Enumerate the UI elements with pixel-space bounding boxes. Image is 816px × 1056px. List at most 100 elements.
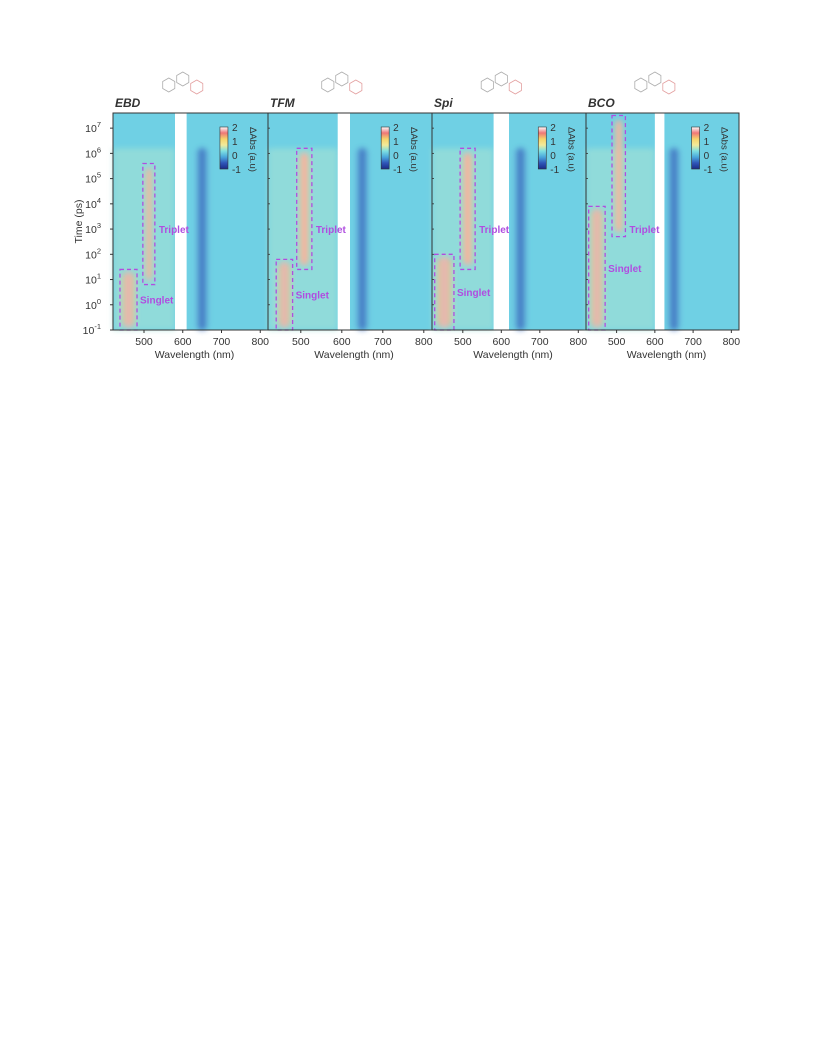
y-tick-label: 104 [85,196,101,211]
y-tick-exponent: 5 [97,171,101,180]
singlet-signal [121,271,136,328]
ring-shape [321,77,335,93]
triplet-label: Triplet [159,225,190,236]
ring-shape [190,79,204,95]
x-tick-label: 600 [646,336,664,348]
triplet-box [459,147,476,271]
ring-shape [494,71,508,87]
bleach-signal [667,148,680,330]
x-axis-label: Wavelength (nm) [314,349,394,361]
singlet-signal [278,261,291,328]
panel-title: Spi [434,96,453,110]
y-tick-exponent: 0 [97,297,101,306]
y-tick-label: 105 [85,171,101,186]
colorbar [691,126,700,170]
y-tick-label: 101 [85,272,101,287]
colorbar-tick-label: 1 [393,137,399,148]
colorbar-tick-label: 2 [393,123,399,134]
x-tick-label: 500 [608,336,626,348]
x-tick-label: 500 [292,336,310,348]
triplet-label: Triplet [316,225,347,236]
x-tick-label: 500 [454,336,472,348]
molecule-structure-icon [321,71,363,95]
bleach-signal [514,148,527,330]
y-tick-exponent: 2 [97,246,101,255]
y-tick-exponent: 6 [97,145,101,154]
panel-tfm: Singlet Triplet TFM 500 600 700 800 Wavelength … [267,71,433,361]
colorbar [219,126,229,170]
x-tick-label: 800 [723,336,741,348]
colorbar-tick-label: 0 [704,151,710,162]
y-tick-label: 100 [85,297,101,312]
singlet-signal [436,256,452,328]
singlet-box [434,253,455,331]
colorbar-label: ΔAbs (a.u) [408,127,419,172]
molecule-structure-icon [634,71,676,95]
spectral-gap [337,113,350,330]
colorbar-tick-label: 2 [232,123,238,134]
x-axis-label: Wavelength (nm) [155,349,235,361]
molecule-structure-icon [480,71,522,95]
x-tick-label: 700 [374,336,392,348]
ring-shape [508,79,522,95]
spectral-gap [175,113,187,330]
bleach-signal [356,148,369,330]
x-tick-label: 700 [531,336,549,348]
colorbar-tick-label: 0 [232,151,238,162]
triplet-signal [145,167,152,281]
triplet-box [611,114,627,238]
singlet-label: Singlet [140,296,174,307]
panel-spi: Singlet Triplet Spi 500 600 700 800 Wavelength … [431,71,588,361]
ring-shape [648,71,662,87]
x-tick-label: 800 [415,336,433,348]
x-tick-label: 700 [684,336,702,348]
ring-shape [176,71,190,87]
singlet-signal [590,208,604,328]
colorbar-tick-label: -1 [393,165,402,176]
y-tick-exponent: 4 [97,196,101,205]
x-tick-label: 800 [570,336,588,348]
x-tick-label: 800 [251,336,269,348]
colorbar-label: ΔAbs (a.u) [565,127,576,172]
ring-shape [634,77,648,93]
colorbar-tick-label: 0 [550,151,556,162]
y-tick-exponent: 1 [97,272,101,281]
ring-shape [480,77,494,93]
colorbar-tick-label: 1 [550,137,556,148]
x-tick-label: 600 [333,336,351,348]
y-tick-exponent: 7 [97,120,101,129]
colorbar-tick-label: -1 [704,165,713,176]
spectral-gap [493,113,509,330]
colorbar-label: ΔAbs (a.u) [247,127,258,172]
colorbar-tick-label: -1 [550,165,559,176]
singlet-label: Singlet [296,291,330,302]
y-tick-label: 106 [85,145,101,160]
triplet-label: Triplet [479,225,510,236]
panel-title: BCO [588,96,615,110]
singlet-label: Singlet [608,264,642,275]
singlet-box [275,258,294,331]
ring-shape [335,71,349,87]
y-tick-label: 10-1 [83,322,101,337]
triplet-signal [299,152,309,266]
x-tick-label: 700 [213,336,231,348]
molecule-structure-icon [162,71,204,95]
y-tick-exponent: 3 [97,221,101,230]
x-tick-label: 500 [135,336,153,348]
panel-title: EBD [115,96,141,110]
triplet-signal [463,152,473,266]
y-tick-label: 107 [85,120,101,135]
x-tick-label: 600 [493,336,511,348]
colorbar [537,126,547,170]
colorbar-tick-label: 2 [704,123,710,134]
spectral-gap [654,113,665,330]
ring-shape [349,79,363,95]
y-tick-label: 102 [85,246,101,261]
colorbar-tick-label: -1 [232,165,241,176]
y-tick-exponent: -1 [94,322,101,331]
colorbar-tick-label: 1 [232,137,238,148]
figure: Singlet Triplet EBD 500 600 700 800 Wavelength … [0,0,816,380]
triplet-box [296,147,313,271]
x-axis-label: Wavelength (nm) [627,349,707,361]
